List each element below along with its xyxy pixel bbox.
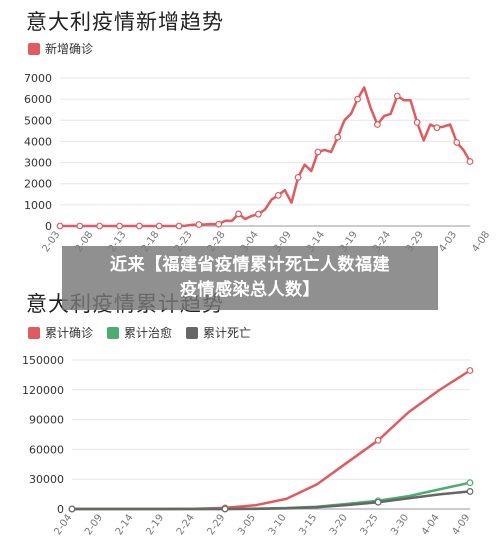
y-tick-label: 90000 — [29, 414, 64, 427]
x-tick-label: 3-30 — [389, 512, 411, 537]
x-tick-label: 4-09 — [450, 512, 472, 537]
data-point — [466, 158, 474, 165]
legend-item-cumulative-deaths[interactable]: 累计死亡 — [186, 324, 251, 341]
x-tick-label: 2-03 — [40, 229, 62, 254]
series-line — [60, 86, 472, 228]
data-point — [56, 222, 64, 230]
y-tick-label: 7000 — [24, 72, 52, 85]
legend-swatch — [28, 326, 40, 339]
x-tick-label: 2-29 — [206, 512, 228, 537]
legend-label: 累计死亡 — [203, 326, 252, 340]
x-tick-label: 3-25 — [359, 512, 381, 537]
y-tick-label: 120000 — [22, 384, 64, 397]
y-tick-label: 3000 — [24, 157, 52, 170]
x-tick-label: 3-15 — [297, 512, 319, 537]
legend-item-new-confirmed[interactable]: 新增确诊 — [28, 40, 93, 57]
legend-swatch — [107, 326, 120, 339]
legend-label: 累计治愈 — [124, 326, 173, 340]
chart1-title: 意大利疫情新增趋势 — [26, 10, 224, 34]
headline-line-1: 近来【福建省疫情累计死亡人数福建 — [110, 255, 390, 275]
data-point — [254, 210, 262, 218]
data-point — [155, 222, 163, 230]
data-point — [314, 148, 322, 156]
x-tick-label: 2-09 — [83, 512, 105, 537]
data-point — [466, 479, 474, 487]
data-point — [294, 173, 302, 181]
data-point — [135, 222, 143, 230]
data-point — [374, 436, 382, 444]
data-point — [221, 505, 229, 513]
series-line — [72, 481, 471, 511]
x-tick-label: 2-19 — [144, 512, 166, 537]
data-point — [116, 222, 123, 230]
data-point — [354, 95, 361, 103]
legend-label: 新增确诊 — [45, 42, 94, 56]
data-point — [374, 498, 382, 506]
legend-item-cumulative-recovered[interactable]: 累计治愈 — [107, 324, 172, 341]
y-tick-label: 6000 — [24, 93, 52, 106]
y-tick-label: 30000 — [29, 473, 64, 486]
data-point — [274, 191, 282, 199]
legend-swatch — [28, 42, 40, 55]
data-point — [433, 124, 441, 132]
x-tick-label: 3-05 — [236, 512, 258, 537]
data-point — [175, 222, 183, 230]
legend-item-cumulative-confirmed[interactable]: 累计确诊 — [28, 324, 93, 341]
y-tick-label: 4000 — [24, 135, 52, 148]
data-point — [235, 210, 242, 218]
data-point — [195, 221, 203, 228]
headline-text: 近来【福建省疫情累计死亡人数福建 疫情感染总人数】 — [62, 246, 438, 303]
chart2-legend: 累计确诊 累计治愈 累计死亡 — [28, 324, 251, 341]
y-tick-label: 2000 — [24, 178, 52, 191]
legend-swatch — [186, 326, 199, 339]
y-tick-label: 0 — [45, 220, 52, 233]
y-tick-label: 1000 — [24, 199, 52, 212]
chart1-legend: 新增确诊 — [28, 40, 93, 57]
data-point — [374, 121, 381, 128]
x-tick-label: 3-20 — [328, 512, 350, 537]
y-tick-label: 150000 — [22, 354, 64, 367]
x-tick-label: 4-04 — [420, 512, 442, 537]
data-point — [453, 139, 461, 146]
x-tick-label: 2-14 — [114, 512, 136, 537]
y-tick-label: 60000 — [29, 443, 64, 456]
data-point — [76, 222, 84, 230]
series-line — [72, 490, 471, 511]
data-point — [96, 222, 104, 230]
y-tick-label: 0 — [57, 503, 64, 516]
headline-line-2: 疫情感染总人数】 — [180, 280, 320, 300]
headline-overlay[interactable]: 近来【福建省疫情累计死亡人数福建 疫情感染总人数】 — [62, 246, 438, 310]
data-point — [413, 118, 421, 126]
x-tick-label: 3-10 — [267, 512, 289, 537]
y-tick-label: 5000 — [24, 114, 52, 127]
data-point — [393, 92, 401, 100]
legend-label: 累计确诊 — [45, 326, 94, 340]
data-point — [466, 367, 474, 374]
chart2-plot: 0 30000 60000 90000 120000 150000 2-04 2-09 2-14… — [22, 354, 474, 537]
series-line — [72, 369, 471, 511]
x-tick-label: 2-04 — [52, 512, 74, 537]
data-point — [466, 488, 474, 495]
x-tick-label: 2-24 — [175, 512, 197, 537]
data-point — [68, 505, 76, 513]
data-point — [334, 133, 342, 141]
x-tick-label: 4-08 — [470, 229, 492, 254]
data-point — [215, 220, 223, 228]
x-tick-label: 4-03 — [437, 229, 459, 254]
